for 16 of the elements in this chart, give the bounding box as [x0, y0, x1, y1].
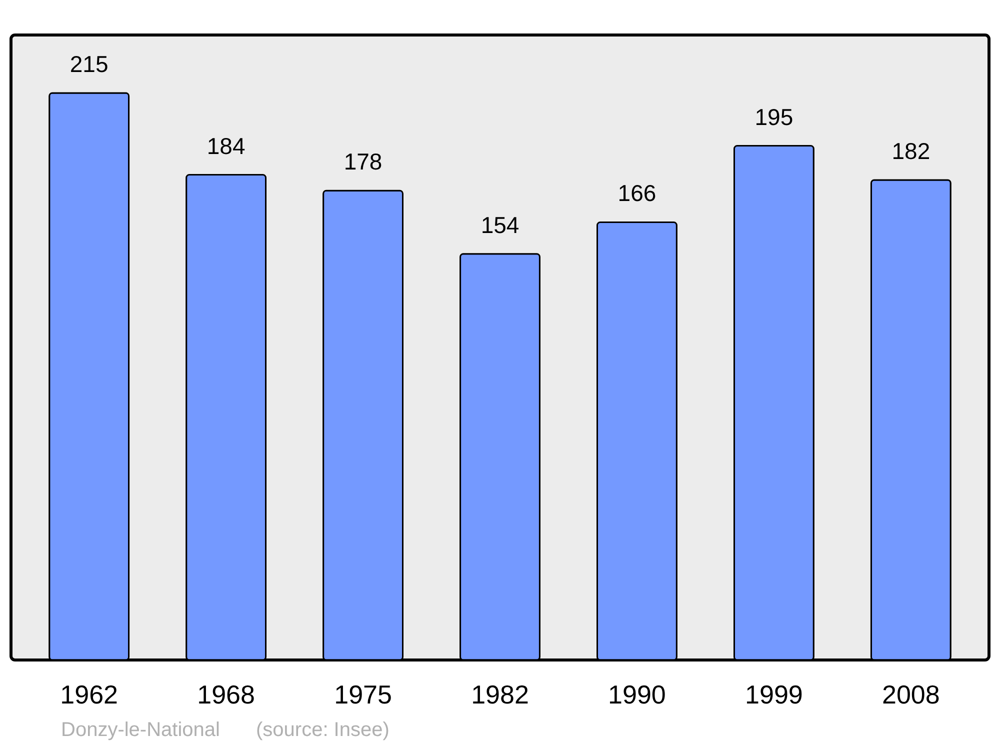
data-label: 178: [344, 148, 382, 175]
x-tick-label: 1968: [197, 680, 255, 710]
data-label: 215: [70, 51, 108, 78]
x-tick-label: 1962: [60, 680, 118, 710]
data-label: 195: [754, 104, 794, 130]
x-tick-label: 1990: [608, 680, 666, 710]
data-label: 182: [892, 138, 930, 164]
x-tick-label: 1982: [471, 680, 529, 710]
text: Donzy-le-National: [61, 719, 220, 741]
data-label: 184: [206, 132, 246, 159]
data-label: 166: [618, 180, 656, 206]
x-tick-label: 1999: [745, 680, 803, 710]
x-tick-label: 2008: [882, 680, 940, 710]
text: (source: Insee): [256, 719, 390, 741]
x-tick-label: 1975: [334, 680, 392, 710]
data-label: 154: [480, 212, 520, 238]
